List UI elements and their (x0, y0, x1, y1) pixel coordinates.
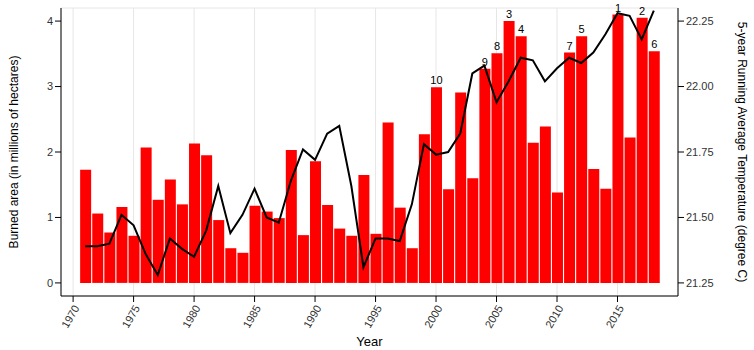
svg-text:6: 6 (651, 38, 657, 50)
svg-text:Burned area (in millions of he: Burned area (in millions of hectares) (8, 56, 21, 249)
svg-text:9: 9 (482, 56, 488, 68)
svg-text:4: 4 (518, 23, 524, 35)
svg-text:2005: 2005 (482, 303, 505, 330)
svg-text:1: 1 (47, 211, 53, 223)
svg-text:21.50: 21.50 (686, 211, 714, 223)
svg-text:4: 4 (47, 15, 53, 27)
svg-text:1995: 1995 (361, 303, 384, 330)
svg-text:3: 3 (506, 8, 512, 20)
svg-text:2: 2 (639, 5, 645, 17)
svg-text:22.25: 22.25 (686, 15, 714, 27)
svg-text:2010: 2010 (543, 303, 566, 330)
svg-text:1970: 1970 (59, 303, 82, 330)
svg-text:1975: 1975 (119, 303, 142, 330)
svg-text:10: 10 (430, 74, 442, 86)
svg-text:21.25: 21.25 (686, 277, 714, 289)
svg-text:3: 3 (47, 80, 53, 92)
svg-text:5: 5 (579, 23, 585, 35)
svg-text:Year: Year (356, 334, 383, 349)
svg-text:0: 0 (47, 277, 53, 289)
svg-text:2000: 2000 (422, 303, 445, 330)
svg-text:21.75: 21.75 (686, 146, 714, 158)
svg-text:22.00: 22.00 (686, 80, 714, 92)
svg-text:2: 2 (47, 146, 53, 158)
svg-text:1980: 1980 (180, 303, 203, 330)
svg-text:1985: 1985 (240, 303, 263, 330)
svg-text:1990: 1990 (301, 303, 324, 330)
svg-text:7: 7 (567, 40, 573, 52)
svg-text:1: 1 (615, 2, 621, 14)
svg-text:2015: 2015 (603, 303, 626, 330)
svg-text:8: 8 (494, 40, 500, 52)
svg-text:5-year Running Average Tempera: 5-year Running Average Temperature (degr… (735, 22, 746, 282)
